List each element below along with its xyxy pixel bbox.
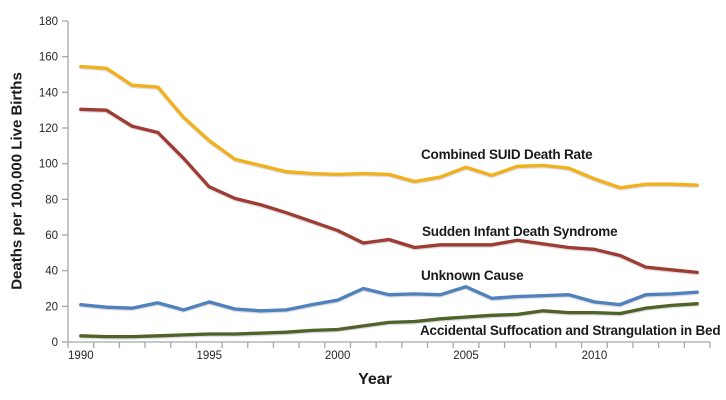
series-label-accidental-suffocation-strangulation-in-bed: Accidental Suffocation and Strangulation…: [420, 323, 721, 338]
x-tick-label: 2000: [325, 350, 351, 362]
series-line-sudden-infant-death-syndrome: [79, 107, 699, 275]
y-tick-label: 120: [39, 123, 58, 135]
y-tick-labels: 0 20 40 60 80 100 120 140 160 180: [39, 16, 58, 349]
y-tick-label: 100: [39, 159, 58, 171]
x-tick-label: 1995: [196, 350, 222, 362]
y-tick-label: 180: [39, 16, 58, 28]
y-tick-label: 140: [39, 87, 58, 99]
y-tick-label: 0: [52, 337, 58, 349]
series-label-sudden-infant-death-syndrome: Sudden Infant Death Syndrome: [422, 224, 618, 239]
y-tick-label: 80: [45, 194, 58, 206]
series-line-combined-suid-death-rate: [79, 64, 699, 190]
y-tick-label: 60: [45, 230, 58, 242]
x-tick-labels: 1990 1995 2000 2005 2010: [68, 350, 607, 362]
series-label-unknown-cause: Unknown Cause: [421, 268, 524, 283]
y-tick-label: 40: [45, 266, 58, 278]
series-line-accidental-suffocation-and-strangulation-in-bed: [79, 302, 699, 339]
y-tick-label: 160: [39, 52, 58, 64]
x-tick-label: 1990: [68, 350, 94, 362]
y-tick-label: 20: [45, 301, 58, 313]
series-lines: [79, 64, 699, 339]
y-axis-title: Deaths per 100,000 Live Births: [8, 72, 26, 290]
x-tick-label: 2010: [582, 350, 608, 362]
axes: [62, 20, 711, 348]
series-line-unknown-cause: [79, 285, 699, 313]
x-tick-label: 2005: [453, 350, 479, 362]
series-label-combined-suid-death-rate: Combined SUID Death Rate: [421, 147, 593, 162]
x-axis-title: Year: [358, 371, 392, 388]
